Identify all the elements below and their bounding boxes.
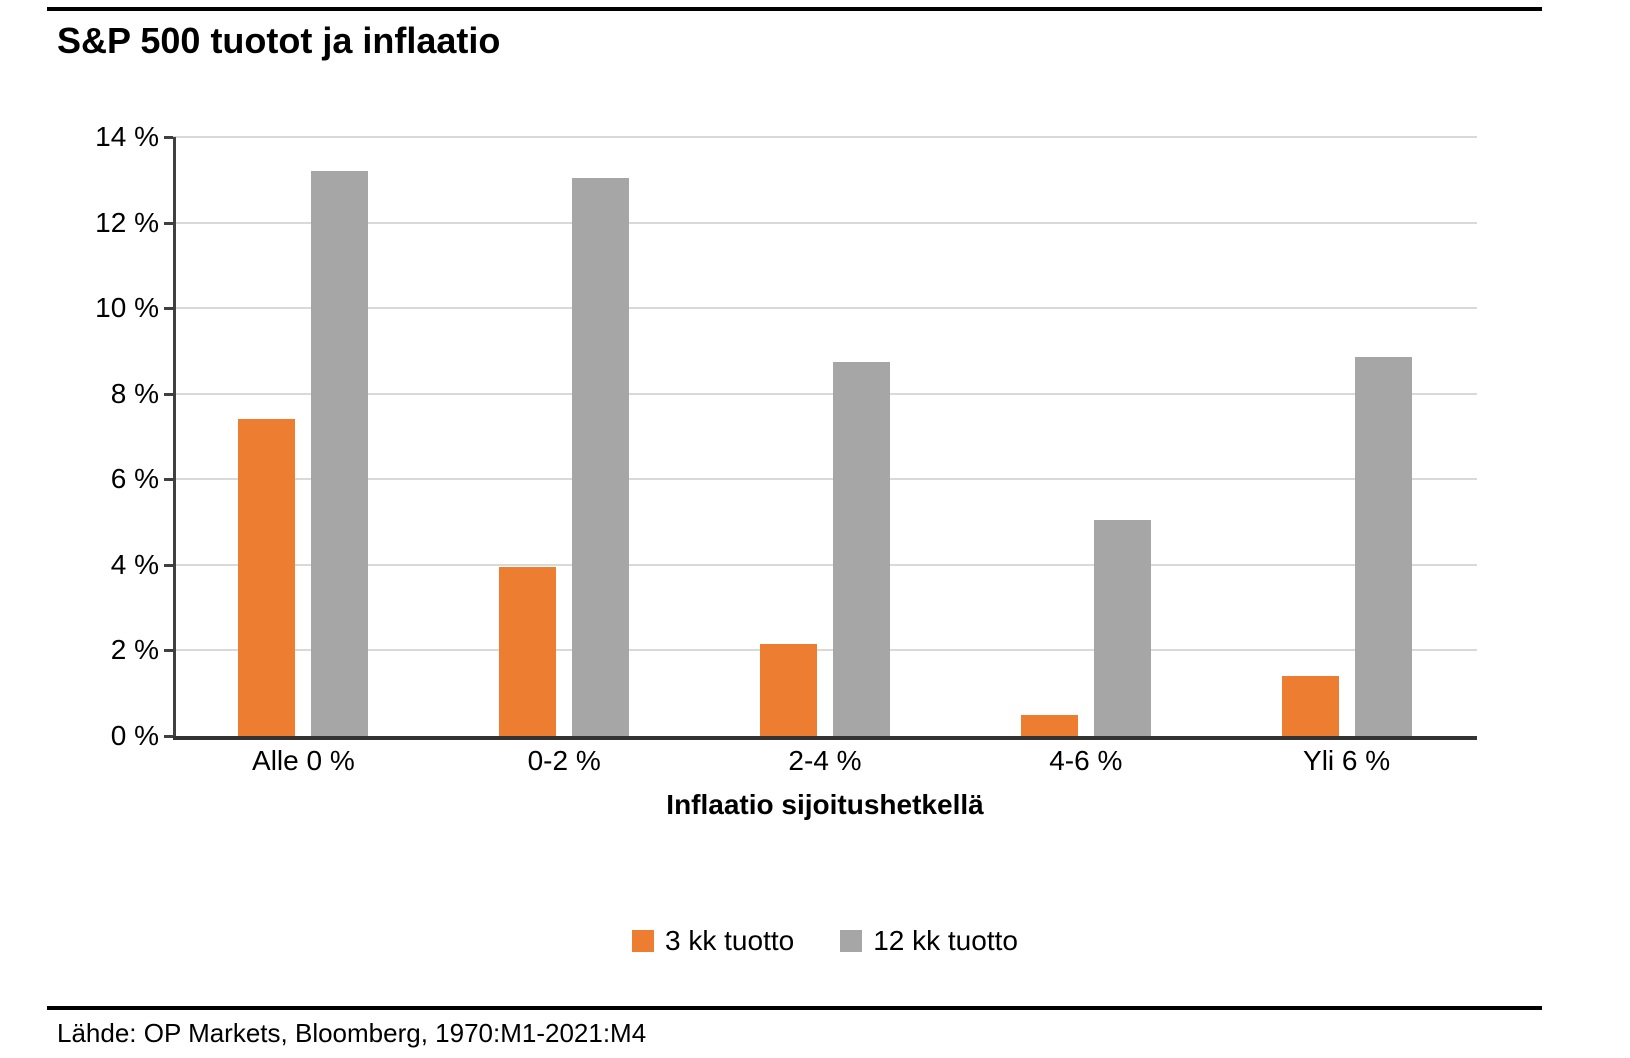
legend-item-12-kk-tuotto: 12 kk tuotto (840, 925, 1018, 957)
plot-area (173, 136, 1477, 736)
gridline-10pct (173, 307, 1477, 310)
y-tick-label-12: 12 % (95, 206, 159, 238)
y-axis-tick-mark (164, 649, 173, 653)
x-tick-label-yli-6: Yli 6 % (1303, 745, 1391, 776)
gridline-4pct (173, 563, 1477, 566)
y-axis-tick-mark (164, 478, 173, 482)
top-divider-rule (47, 7, 1542, 11)
y-tick-label-2: 2 % (110, 634, 159, 666)
y-axis-tick-mark (164, 392, 173, 396)
y-axis-tick-mark (164, 735, 173, 738)
x-tick-label-2-4: 2-4 % (788, 745, 862, 776)
y-tick-label-0: 0 % (110, 720, 159, 751)
bar-3-kk-tuotto-2-4 (760, 644, 817, 736)
legend-label-12-kk-tuotto: 12 kk tuotto (873, 925, 1018, 956)
bar-12-kk-tuotto-yli-6 (1354, 357, 1412, 736)
gridline-2pct (173, 649, 1477, 652)
x-axis-line (173, 736, 1477, 740)
bar-12-kk-tuotto-0-2 (572, 177, 630, 736)
chart-title: S&P 500 tuotot ja inflaatio (57, 20, 501, 61)
legend-label-3-kk-tuotto: 3 kk tuotto (665, 925, 795, 956)
bar-3-kk-tuotto-0-2 (499, 567, 557, 736)
y-tick-label-6: 6 % (110, 463, 159, 495)
bar-3-kk-tuotto-4-6 (1020, 714, 1078, 736)
legend-swatch-3-kk-tuotto (632, 930, 655, 952)
y-tick-label-4: 4 % (110, 548, 159, 580)
y-axis-line (173, 137, 176, 738)
y-tick-label-14: 14 % (95, 121, 159, 152)
y-axis-tick-mark (164, 307, 173, 311)
x-axis-title: Inflaatio sijoitushetkellä (666, 789, 984, 820)
gridline-8pct (173, 392, 1477, 395)
x-tick-label-4-6: 4-6 % (1049, 745, 1123, 776)
gridline-12pct (173, 221, 1477, 224)
y-axis-tick-mark (164, 563, 173, 567)
x-tick-label-0-2: 0-2 % (527, 745, 601, 776)
legend-swatch-12-kk-tuotto (840, 930, 863, 952)
bar-3-kk-tuotto-yli-6 (1281, 676, 1339, 736)
bar-12-kk-tuotto-4-6 (1093, 519, 1151, 736)
bar-12-kk-tuotto-alle-0 (311, 171, 369, 736)
bar-12-kk-tuotto-2-4 (833, 361, 890, 736)
y-tick-label-10: 10 % (95, 292, 159, 324)
gridline-6pct (173, 478, 1477, 481)
gridline-14pct (173, 136, 1477, 138)
chart-legend: 3 kk tuotto 12 kk tuotto (173, 925, 1477, 957)
x-tick-label-alle-0: Alle 0 % (252, 745, 355, 776)
bar-3-kk-tuotto-alle-0 (238, 419, 296, 736)
y-tick-label-8: 8 % (110, 377, 159, 409)
source-line: Lähde: OP Markets, Bloomberg, 1970:M1-20… (57, 1018, 647, 1048)
legend-item-3-kk-tuotto: 3 kk tuotto (632, 925, 794, 957)
y-axis-tick-mark (164, 136, 173, 139)
y-axis-tick-mark (164, 221, 173, 225)
footer-divider-rule (47, 1006, 1542, 1010)
